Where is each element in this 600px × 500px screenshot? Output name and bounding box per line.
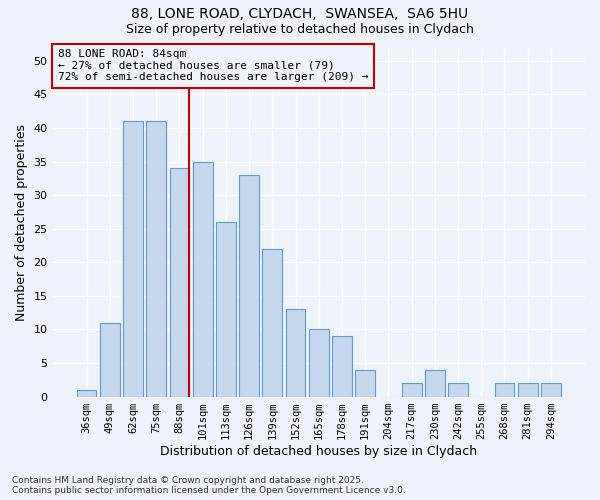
Bar — [77, 390, 97, 396]
X-axis label: Distribution of detached houses by size in Clydach: Distribution of detached houses by size … — [160, 444, 478, 458]
Bar — [170, 168, 190, 396]
Bar — [425, 370, 445, 396]
Bar — [355, 370, 375, 396]
Bar — [518, 383, 538, 396]
Bar — [123, 122, 143, 396]
Y-axis label: Number of detached properties: Number of detached properties — [15, 124, 28, 320]
Text: Contains HM Land Registry data © Crown copyright and database right 2025.
Contai: Contains HM Land Registry data © Crown c… — [12, 476, 406, 495]
Text: 88, LONE ROAD, CLYDACH,  SWANSEA,  SA6 5HU: 88, LONE ROAD, CLYDACH, SWANSEA, SA6 5HU — [131, 8, 469, 22]
Text: Size of property relative to detached houses in Clydach: Size of property relative to detached ho… — [126, 22, 474, 36]
Bar — [541, 383, 561, 396]
Bar — [146, 122, 166, 396]
Bar — [286, 310, 305, 396]
Bar — [239, 175, 259, 396]
Bar — [309, 330, 329, 396]
Bar — [193, 162, 212, 396]
Bar — [216, 222, 236, 396]
Bar — [448, 383, 468, 396]
Bar — [100, 322, 119, 396]
Text: 88 LONE ROAD: 84sqm
← 27% of detached houses are smaller (79)
72% of semi-detach: 88 LONE ROAD: 84sqm ← 27% of detached ho… — [58, 49, 368, 82]
Bar — [332, 336, 352, 396]
Bar — [262, 249, 282, 396]
Bar — [494, 383, 514, 396]
Bar — [402, 383, 422, 396]
